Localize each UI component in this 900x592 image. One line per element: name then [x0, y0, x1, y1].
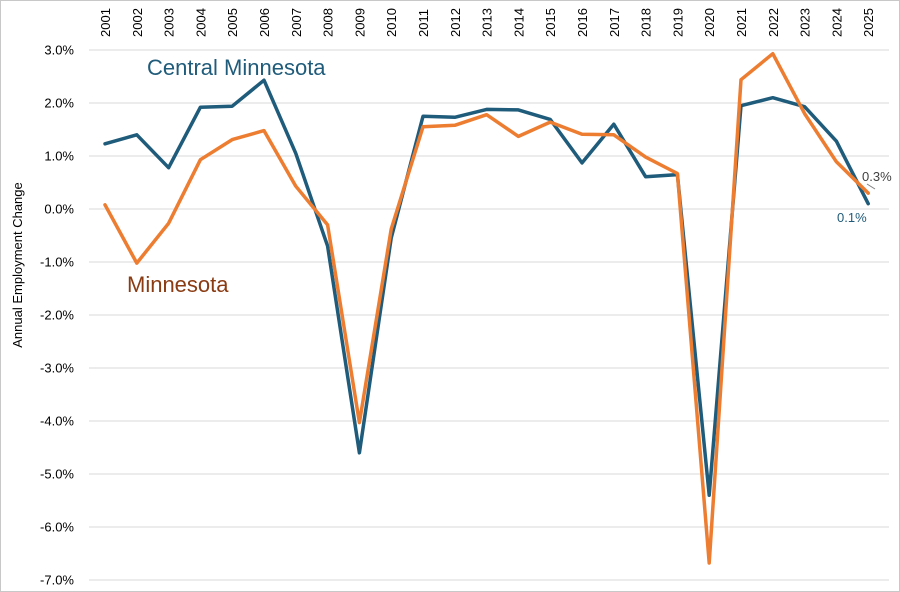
y-tick-label: -5.0%: [40, 467, 74, 482]
x-tick-label: 2023: [798, 8, 813, 37]
y-tick-label: -6.0%: [40, 520, 74, 535]
series-label-minnesota: Minnesota: [127, 272, 229, 297]
x-tick-label: 2018: [639, 8, 654, 37]
y-tick-label: 0.0%: [44, 202, 74, 217]
x-tick-label: 2014: [511, 8, 526, 37]
x-tick-label: 2006: [257, 8, 272, 37]
y-tick-label: -1.0%: [40, 255, 74, 270]
y-tick-label: 2.0%: [44, 96, 74, 111]
x-tick-label: 2008: [321, 8, 336, 37]
x-tick-label: 2024: [829, 8, 844, 37]
series-line-minnesota: [103, 51, 870, 565]
x-tick-label: 2010: [384, 8, 399, 37]
x-tick-label: 2011: [416, 9, 431, 37]
x-tick-label: 2007: [289, 8, 304, 37]
x-tick-label: 2015: [543, 8, 558, 37]
y-tick-label: -3.0%: [40, 361, 74, 376]
x-tick-label: 2022: [766, 8, 781, 37]
y-axis-label: Annual Employment Change: [10, 182, 25, 348]
x-tick-label: 2012: [448, 8, 463, 37]
y-tick-labels: 3.0% 2.0% 1.0% 0.0% -1.0% -2.0% -3.0% -4.0% -5.0…: [40, 43, 74, 588]
x-tick-label: 2005: [225, 8, 240, 37]
y-tick-label: 3.0%: [44, 43, 74, 58]
x-tick-label: 2004: [193, 8, 208, 37]
y-tick-label: -4.0%: [40, 414, 74, 429]
x-tick-label: 2013: [480, 8, 495, 37]
x-tick-labels: 2001 2002 2003 2004 2005 2006 2007 2008 2009 2010…: [98, 8, 876, 37]
end-label-central-minnesota: 0.1%: [837, 210, 867, 225]
x-tick-label: 2001: [98, 8, 113, 37]
series-lines: [103, 51, 870, 565]
x-tick-label: 2019: [670, 8, 685, 37]
gridlines: [89, 49, 889, 581]
x-tick-label: 2016: [575, 8, 590, 37]
y-tick-label: -7.0%: [40, 573, 74, 588]
x-tick-label: 2025: [861, 8, 876, 37]
x-tick-label: 2009: [352, 8, 367, 37]
y-tick-label: 1.0%: [44, 149, 74, 164]
end-label-leader-line: [866, 183, 876, 190]
x-tick-label: 2020: [702, 8, 717, 37]
x-tick-label: 2003: [162, 8, 177, 37]
series-label-central-minnesota: Central Minnesota: [147, 55, 326, 80]
y-tick-label: -2.0%: [40, 308, 74, 323]
x-tick-label: 2002: [130, 8, 145, 37]
x-tick-label: 2017: [607, 8, 622, 37]
x-tick-label: 2021: [734, 8, 749, 37]
end-label-minnesota: 0.3%: [862, 169, 892, 184]
